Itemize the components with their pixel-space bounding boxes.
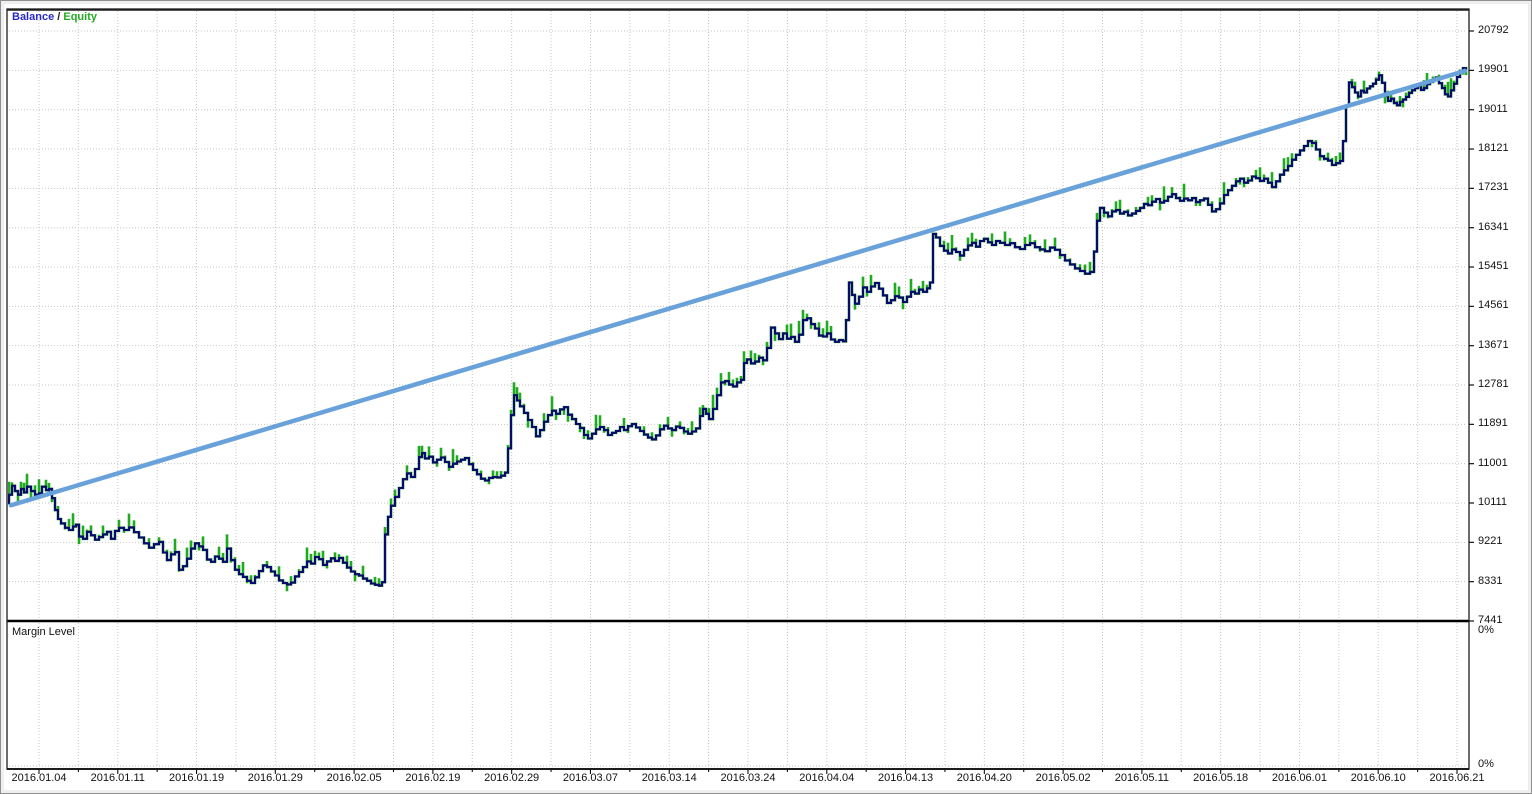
y-axis-tick-label: 8331 xyxy=(1478,574,1503,587)
x-axis-tick-label: 2016.02.05 xyxy=(326,772,382,784)
y-axis-tick-label: 12781 xyxy=(1478,378,1509,391)
y-axis-tick-label: 15451 xyxy=(1478,260,1509,273)
x-axis-tick-label: 2016.06.01 xyxy=(1271,772,1327,784)
x-axis-tick-label: 2016.05.02 xyxy=(1035,772,1091,784)
x-axis-tick-label: 2016.05.11 xyxy=(1114,772,1169,784)
x-axis-tick-label: 2016.01.11 xyxy=(90,772,145,784)
x-axis-tick-label: 2016.01.04 xyxy=(11,772,67,784)
y-axis-tick-label: 10111 xyxy=(1478,496,1507,508)
x-axis-tick-label: 2016.03.24 xyxy=(720,772,776,784)
x-axis-tick-label: 2016.04.04 xyxy=(799,772,855,784)
y-axis-tick-label: 19901 xyxy=(1478,63,1509,76)
plot-frame xyxy=(6,8,1470,770)
y-axis-tick-label: 16341 xyxy=(1478,220,1509,233)
x-axis-tick-label: 2016.04.20 xyxy=(956,772,1012,784)
x-axis-tick-label: 2016.02.19 xyxy=(405,772,461,784)
x-axis-tick-label: 2016.01.19 xyxy=(169,772,225,784)
y-axis-tick-label: 17231 xyxy=(1478,181,1509,194)
x-axis-tick-label: 2016.03.07 xyxy=(562,772,618,784)
chart-legend: Balance / Equity xyxy=(12,11,97,23)
margin-scale-top-label: 0% xyxy=(1478,624,1494,636)
y-axis-tick-label: 9221 xyxy=(1478,535,1503,548)
legend-separator: / xyxy=(54,11,64,23)
legend-balance-label: Balance xyxy=(12,11,55,23)
equity-line xyxy=(8,66,1468,592)
y-axis-tick-label: 7441 xyxy=(1478,614,1503,626)
x-axis-tick-label: 2016.01.29 xyxy=(247,772,303,784)
x-axis-tick-label: 2016.06.21 xyxy=(1429,772,1485,784)
y-axis-tick-label: 11001 xyxy=(1478,456,1508,469)
x-axis-tick-label: 2016.02.29 xyxy=(484,772,540,784)
y-axis-tick-label: 19011 xyxy=(1478,102,1508,115)
x-axis-tick-label: 2016.03.14 xyxy=(641,772,697,784)
y-axis-tick-label: 11891 xyxy=(1478,417,1508,430)
x-axis-tick-label: 2016.04.13 xyxy=(878,772,934,784)
x-axis-tick-label: 2016.05.18 xyxy=(1193,772,1249,784)
legend-equity-label: Equity xyxy=(63,11,97,23)
x-axis-tick-label: 2016.06.10 xyxy=(1350,772,1406,784)
y-axis-tick-label: 13671 xyxy=(1478,338,1509,351)
balance-line xyxy=(8,67,1468,587)
y-axis-tick-label: 18121 xyxy=(1478,142,1509,155)
y-axis-tick-label: 20792 xyxy=(1478,24,1509,36)
trend-line xyxy=(8,68,1468,508)
margin-scale-bottom-label: 0% xyxy=(1478,758,1494,770)
margin-level-panel-title: Margin Level xyxy=(12,626,75,638)
y-axis-tick-label: 14561 xyxy=(1478,299,1509,312)
